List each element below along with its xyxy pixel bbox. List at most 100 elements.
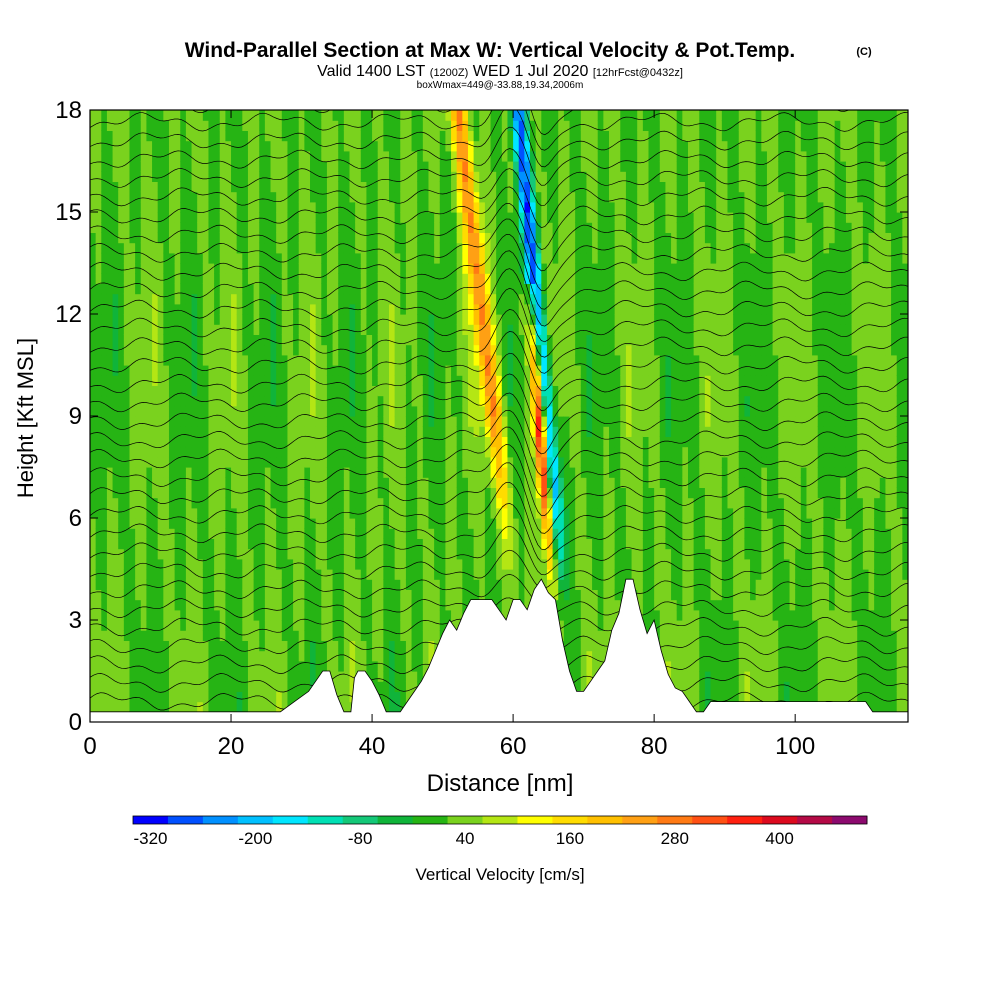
- field-cell: [524, 518, 531, 529]
- field-cell: [191, 263, 198, 274]
- field-cell: [163, 161, 170, 172]
- field-cell: [552, 344, 559, 356]
- field-cell: [445, 334, 452, 346]
- field-cell: [129, 620, 136, 631]
- field-cell: [451, 487, 458, 499]
- field-cell: [242, 681, 249, 692]
- field-cell: [208, 660, 215, 672]
- field-cell: [360, 579, 368, 590]
- field-cell: [123, 569, 131, 580]
- field-cell: [400, 232, 407, 244]
- field-cell: [185, 263, 193, 274]
- field-cell: [202, 344, 210, 356]
- field-cell: [242, 395, 249, 407]
- field-cell: [118, 354, 125, 366]
- field-cell: [208, 538, 215, 550]
- field-cell: [259, 110, 266, 121]
- field-cell: [270, 446, 277, 458]
- field-cell: [242, 558, 249, 570]
- field-cell: [321, 426, 328, 437]
- field-cell: [524, 303, 531, 315]
- field-cell: [326, 446, 334, 458]
- field-cell: [467, 344, 475, 356]
- field-cell: [174, 314, 181, 325]
- field-cell: [473, 456, 480, 468]
- field-cell: [507, 242, 514, 254]
- field-cell: [140, 110, 148, 121]
- field-cell: [411, 650, 418, 662]
- field-cell: [123, 120, 131, 131]
- field-cell: [293, 150, 300, 162]
- field-cell: [343, 528, 351, 539]
- field-cell: [90, 171, 97, 182]
- field-cell: [343, 467, 351, 478]
- field-cell: [146, 365, 153, 376]
- field-cell: [349, 497, 356, 509]
- field-cell: [197, 497, 204, 509]
- field-cell: [332, 416, 339, 427]
- field-cell: [366, 538, 373, 550]
- field-cell: [146, 426, 153, 437]
- field-cell: [281, 130, 289, 142]
- field-cell: [191, 375, 198, 386]
- field-cell: [343, 558, 351, 570]
- field-cell: [422, 120, 430, 131]
- field-cell: [428, 314, 435, 325]
- field-cell: [118, 681, 125, 692]
- field-cell: [185, 579, 193, 590]
- field-cell: [501, 120, 509, 131]
- field-cell: [197, 579, 204, 590]
- field-cell: [315, 456, 322, 468]
- field-cell: [535, 324, 542, 335]
- field-cell: [118, 334, 125, 346]
- field-cell: [411, 150, 418, 162]
- field-cell: [445, 354, 452, 366]
- field-cell: [101, 599, 108, 611]
- field-cell: [360, 467, 368, 478]
- field-cell: [546, 242, 554, 254]
- field-cell: [293, 324, 300, 335]
- field-cell: [174, 181, 181, 193]
- field-cell: [405, 222, 413, 233]
- field-cell: [219, 283, 226, 295]
- field-cell: [191, 232, 198, 244]
- field-cell: [270, 579, 277, 590]
- field-cell: [445, 528, 452, 539]
- field-cell: [135, 110, 142, 121]
- field-cell: [383, 660, 390, 672]
- field-cell: [247, 140, 255, 152]
- field-cell: [513, 120, 520, 131]
- field-cell: [496, 426, 503, 437]
- field-cell: [219, 640, 226, 652]
- field-cell: [191, 548, 198, 560]
- field-cell: [546, 130, 554, 142]
- field-cell: [467, 110, 475, 121]
- field-cell: [247, 426, 255, 437]
- field-cell: [270, 691, 277, 703]
- field-cell: [360, 212, 368, 223]
- field-cell: [253, 293, 260, 305]
- field-cell: [501, 446, 509, 458]
- field-cell: [163, 620, 170, 631]
- field-cell: [518, 354, 525, 366]
- field-cell: [513, 242, 520, 254]
- field-cell: [394, 518, 401, 529]
- field-cell: [445, 497, 452, 509]
- field-cell: [247, 161, 255, 172]
- field-cell: [112, 150, 119, 162]
- field-cell: [293, 201, 300, 213]
- field-cell: [467, 191, 475, 203]
- field-cell: [456, 283, 463, 295]
- field-cell: [202, 405, 210, 417]
- field-cell: [546, 507, 554, 519]
- field-cell: [197, 630, 204, 641]
- field-cell: [451, 130, 458, 142]
- field-cell: [225, 609, 232, 621]
- field-cell: [168, 436, 176, 448]
- field-cell: [90, 456, 97, 468]
- field-cell: [355, 569, 362, 580]
- field-cell: [496, 181, 503, 193]
- field-cell: [462, 252, 469, 264]
- field-cell: [552, 161, 559, 172]
- field-cell: [191, 518, 198, 529]
